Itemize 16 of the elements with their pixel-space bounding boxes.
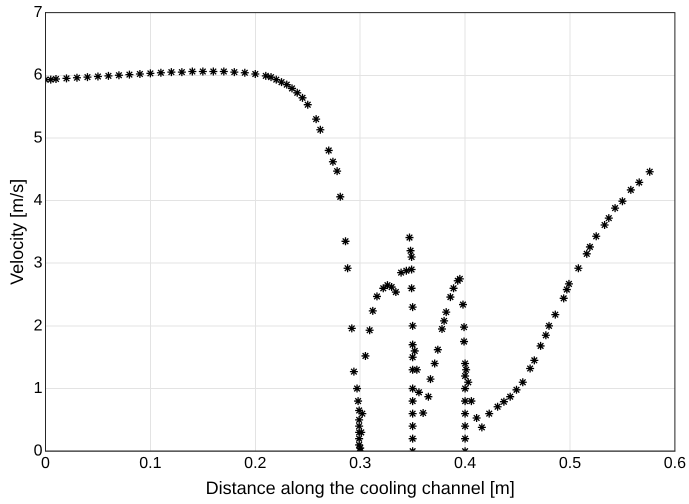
x-tick-label: 0.1: [139, 455, 162, 472]
y-axis-title: Velocity [m/s]: [6, 178, 27, 285]
x-axis-title: Distance along the cooling channel [m]: [206, 478, 515, 498]
x-tick-label: 0.5: [558, 455, 582, 472]
y-tick-label: 7: [34, 4, 43, 22]
y-tick-label: 2: [34, 317, 43, 334]
y-tick-label: 3: [34, 254, 43, 272]
y-tick-label: 0: [34, 442, 43, 460]
x-tick-label: 0.6: [664, 455, 686, 472]
y-tick-label: 5: [34, 129, 43, 146]
x-tick-label: 0.3: [349, 455, 372, 472]
y-tick-label: 6: [34, 66, 43, 84]
x-tick-label: 0.2: [244, 455, 267, 472]
x-tick-label: 0.4: [454, 455, 476, 472]
y-tick-label: 1: [34, 380, 43, 397]
y-tick-label: 4: [34, 192, 43, 209]
